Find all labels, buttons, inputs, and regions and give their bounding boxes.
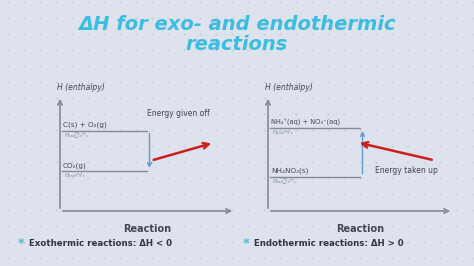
Text: *: * [18, 238, 25, 251]
Text: reactions: reactions [186, 35, 288, 53]
Text: C(s) + O₂(g): C(s) + O₂(g) [63, 122, 107, 128]
Text: Hₑₐₐⲟᵗₐⁿᵗₛ: Hₑₐₐⲟᵗₐⁿᵗₛ [273, 177, 297, 184]
Text: Reaction: Reaction [123, 224, 172, 234]
Text: Hₚₜₒ₉ᵘ₉ᵗₛ: Hₚₜₒ₉ᵘ₉ᵗₛ [273, 129, 294, 135]
Text: Exothermic reactions: ΔH < 0: Exothermic reactions: ΔH < 0 [26, 239, 172, 248]
Text: H (enthalpy): H (enthalpy) [265, 83, 313, 92]
Text: ΔH for exo- and endothermic: ΔH for exo- and endothermic [78, 15, 396, 34]
Text: Energy taken up: Energy taken up [375, 166, 438, 175]
Text: Reaction: Reaction [337, 224, 384, 234]
Text: *: * [243, 238, 249, 251]
Text: Energy given off: Energy given off [147, 110, 210, 118]
Text: NH₄NO₃(s): NH₄NO₃(s) [271, 168, 309, 174]
Text: Endothermic reactions: ΔH > 0: Endothermic reactions: ΔH > 0 [251, 239, 404, 248]
Text: H (enthalpy): H (enthalpy) [57, 83, 105, 92]
Text: Hₚₜₒ₉ᵘ₉ᵗₛ: Hₚₜₒ₉ᵘ₉ᵗₛ [65, 172, 86, 178]
Text: NH₄⁺(aq) + NO₃⁻(aq): NH₄⁺(aq) + NO₃⁻(aq) [271, 119, 340, 126]
Text: CO₂(g): CO₂(g) [63, 162, 87, 169]
Text: Hₑₐₐⲟᵗₐⁿᵗₛ: Hₑₐₐⲟᵗₐⁿᵗₛ [65, 131, 89, 138]
